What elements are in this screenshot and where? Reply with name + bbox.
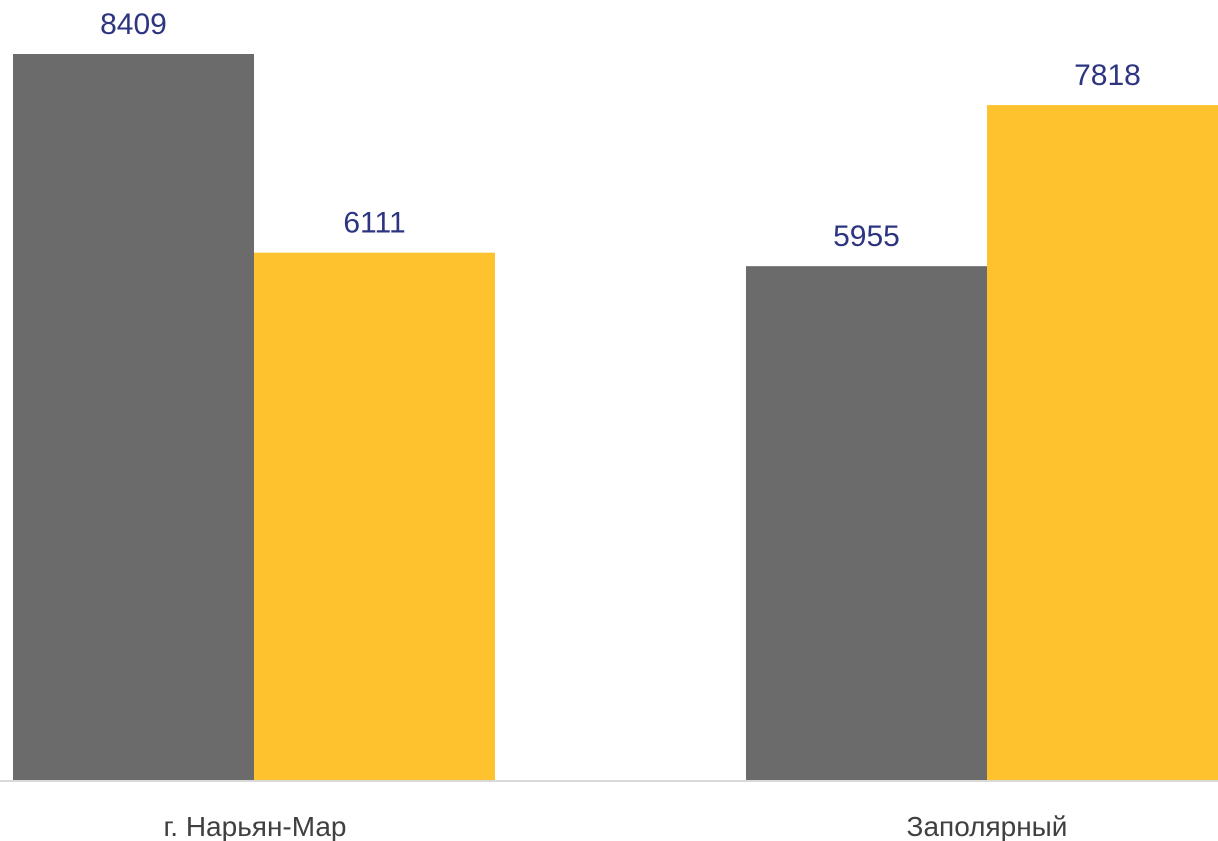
bar-series1-cat2 [746,266,987,782]
category-label-1: г. Нарьян-Мар [163,811,346,841]
bar-series2-cat2 [987,105,1218,781]
category-labels-group: г. Нарьян-Мар Заполярный [163,811,1067,841]
value-labels-group: 8409 6111 5955 7818 [100,8,1141,253]
value-label-series1-cat2: 5955 [833,220,900,253]
value-label-series2-cat2: 7818 [1074,59,1141,92]
value-label-series1-cat1: 8409 [100,8,167,41]
bar-series2-cat1 [254,252,495,781]
value-label-series2-cat1: 6111 [343,207,405,240]
category-label-2: Заполярный [907,811,1068,841]
bars-group [13,54,1218,782]
bar-series1-cat1 [13,54,254,781]
